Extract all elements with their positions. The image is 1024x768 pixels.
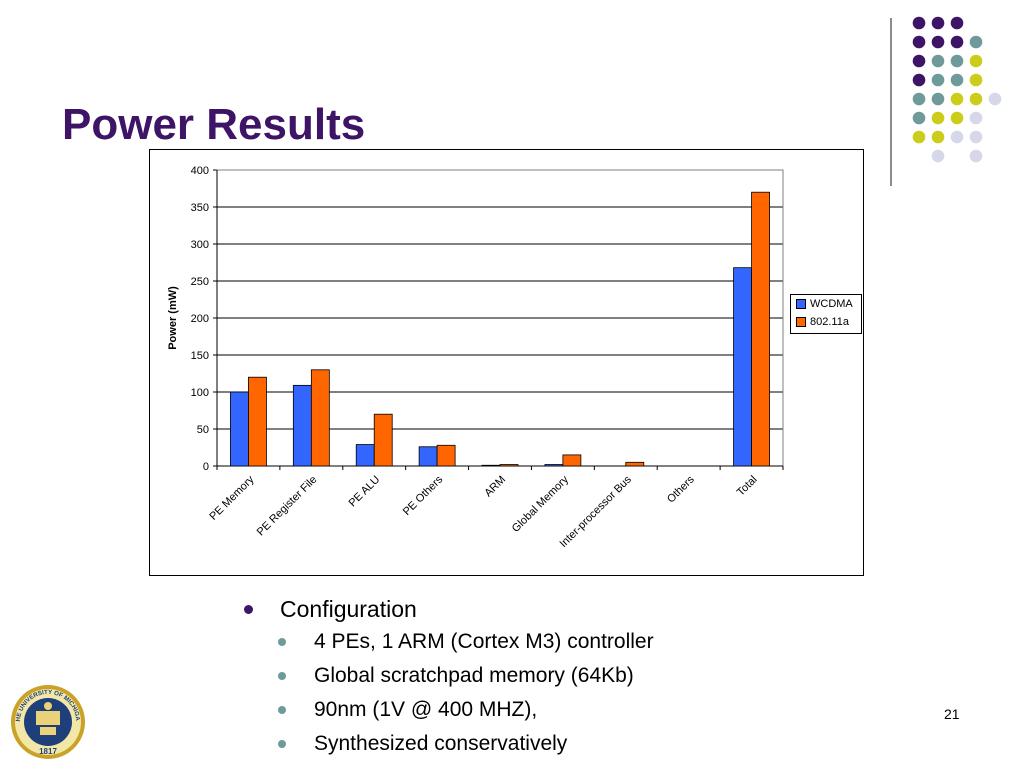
decor-dot	[950, 16, 964, 30]
y-tick-label: 300	[191, 239, 209, 251]
x-tick-label: PE Others	[401, 473, 446, 518]
sub-bullet: 4 PEs, 1 ARM (Cortex M3) controller	[244, 625, 654, 659]
sub-bullet-dot-icon	[278, 672, 286, 680]
legend-label-wcdma: WCDMA	[810, 298, 853, 310]
sub-bullet-dot-icon	[278, 706, 286, 714]
bar-wcdma-pe-others	[418, 446, 438, 467]
decor-dot	[931, 130, 945, 144]
decor-dot	[969, 92, 983, 106]
sub-bullet-text: 90nm (1V @ 400 MHZ),	[314, 698, 538, 721]
decor-dot	[912, 92, 926, 106]
decor-dot	[931, 54, 945, 68]
sub-bullet-dot-icon	[278, 638, 286, 646]
bar-wcdma-total	[733, 267, 752, 467]
bullet-list: Configuration 4 PEs, 1 ARM (Cortex M3) c…	[244, 593, 654, 761]
bar-80211a-global-memory	[562, 454, 582, 467]
x-tick-label: PE ALU	[347, 474, 383, 510]
legend-item-80211a: 802.11a	[791, 313, 861, 331]
bar-wcdma-pe-register-file	[292, 384, 312, 467]
bar-80211a-inter-processor-bus	[625, 461, 645, 467]
bar-chart: 0 50 100 150 200 250 300 350 400 Power (mW) PE Mem…	[167, 165, 784, 550]
decor-dot	[969, 54, 983, 68]
bar-80211a-total	[751, 191, 770, 467]
legend-swatch-80211a	[796, 317, 806, 327]
bar-wcdma-global-memory	[544, 464, 564, 467]
bar-80211a-pe-memory	[248, 376, 267, 467]
decor-dot	[988, 92, 1002, 106]
x-tick-label: PE Register File	[255, 474, 320, 539]
legend-swatch-wcdma	[796, 299, 806, 309]
decor-dot	[912, 130, 926, 144]
decor-dot	[931, 73, 945, 87]
x-tick-label: Inter-processor Bus	[558, 473, 635, 550]
bar-80211a-pe-register-file	[310, 369, 330, 467]
y-tick-label: 100	[191, 387, 209, 399]
decor-dot	[931, 111, 945, 125]
legend-item-wcdma: WCDMA	[791, 295, 861, 313]
decor-dot	[969, 111, 983, 125]
bar-wcdma-pe-alu	[355, 444, 375, 467]
decor-dot	[969, 130, 983, 144]
divider-line	[890, 18, 892, 186]
sub-bullet-text: 4 PEs, 1 ARM (Cortex M3) controller	[314, 630, 654, 653]
y-tick-label: 0	[203, 461, 209, 473]
decor-dot	[969, 73, 983, 87]
y-axis-label: Power (mW)	[167, 286, 179, 350]
decor-dot	[931, 16, 945, 30]
x-tick-label: Others	[665, 473, 697, 505]
decor-dot	[950, 130, 964, 144]
decor-dot	[969, 35, 983, 49]
y-tick-label: 150	[191, 350, 209, 362]
x-tick-label: Total	[735, 474, 760, 499]
bar-wcdma-arm	[481, 464, 501, 467]
x-tick-label: ARM	[482, 474, 508, 500]
decor-dot	[950, 111, 964, 125]
sub-bullet-text: Synthesized conservatively	[314, 732, 568, 755]
decor-dot	[912, 54, 926, 68]
decor-dot	[950, 73, 964, 87]
decor-dot	[931, 35, 945, 49]
y-tick-label: 200	[191, 313, 209, 325]
sub-bullet-text: Global scratchpad memory (64Kb)	[314, 664, 634, 687]
bar-80211a-pe-others	[436, 444, 456, 467]
sub-bullet-dot-icon	[278, 740, 286, 748]
bullet-dot-icon	[244, 604, 253, 614]
decor-dot	[969, 149, 983, 163]
bar-80211a-arm	[499, 464, 519, 467]
legend-label-80211a: 802.11a	[810, 316, 849, 328]
decor-dot	[931, 92, 945, 106]
bullet-text: Configuration	[280, 595, 417, 622]
page-number: 21	[944, 706, 960, 722]
decor-dot	[950, 35, 964, 49]
sub-bullet: 90nm (1V @ 400 MHZ),	[244, 693, 654, 727]
decor-dot	[912, 111, 926, 125]
university-seal-logo: THE UNIVERSITY OF MICHIGAN 1817	[10, 684, 85, 759]
y-tick-label: 250	[191, 276, 209, 288]
y-tick-label: 350	[191, 202, 209, 214]
bar-wcdma-pe-memory	[230, 391, 249, 467]
decor-dot	[931, 149, 945, 163]
decor-dot	[912, 73, 926, 87]
bullet-configuration: Configuration	[244, 593, 654, 625]
decor-dot	[950, 54, 964, 68]
y-tick-label: 400	[191, 165, 209, 177]
decor-dot	[950, 92, 964, 106]
chart-frame: 0 50 100 150 200 250 300 350 400 Power (mW) PE Mem…	[149, 149, 864, 576]
decor-dot	[912, 35, 926, 49]
slide-title: Power Results	[62, 100, 366, 149]
sub-bullet: Global scratchpad memory (64Kb)	[244, 659, 654, 693]
y-tick-label: 50	[197, 424, 209, 436]
decor-dot	[912, 16, 926, 30]
svg-text:1817: 1817	[39, 747, 57, 756]
decorative-dot-grid	[912, 16, 1002, 163]
bar-80211a-pe-alu	[373, 413, 393, 467]
sub-bullet: Synthesized conservatively	[244, 727, 654, 761]
x-tick-label: Global Memory	[510, 473, 572, 535]
x-tick-label: PE Memory	[207, 473, 256, 522]
chart-legend: WCDMA 802.11a	[790, 294, 862, 334]
